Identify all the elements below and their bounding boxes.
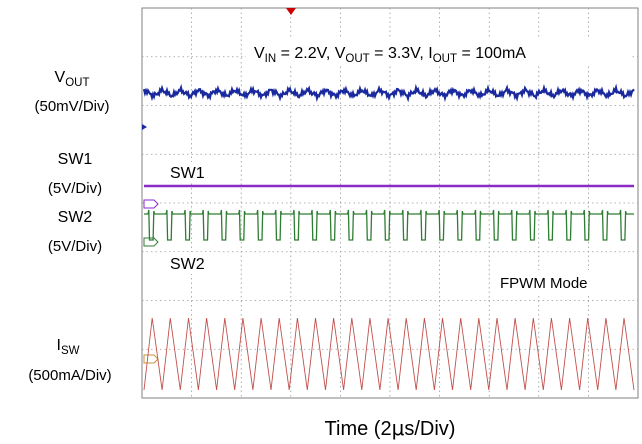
- sw1-channel-scale: (5V/Div): [48, 180, 102, 197]
- mode-label: FPWM Mode: [500, 275, 588, 292]
- vout-channel-scale: (50mV/Div): [34, 98, 109, 115]
- sw1-channel-name: SW1: [58, 151, 93, 168]
- isw-trace: [143, 317, 635, 391]
- vin-value: 2.2V: [294, 45, 327, 62]
- sw2-trace-label: SW2: [170, 256, 205, 273]
- sw1-ref-marker: [143, 199, 159, 209]
- isw-channel-name: ISW: [57, 337, 80, 357]
- sw2-ref-marker: [143, 237, 159, 247]
- vout-ref-marker: [142, 124, 147, 130]
- conditions-background: [246, 38, 632, 64]
- sw1-trace-label-bg: [166, 162, 220, 182]
- vin-symbol: V: [254, 45, 265, 62]
- sw2-trace-label-bg: [166, 252, 220, 274]
- x-axis-label: Time (2μs/Div): [325, 416, 456, 440]
- conditions-text: VIN = 2.2V, VOUT = 3.3V, IOUT = 100mA: [254, 45, 526, 65]
- sw2-trace: [144, 209, 634, 241]
- isw-ref-marker: [143, 354, 159, 364]
- sw1-trace-label: SW1: [170, 165, 205, 182]
- mode-background: [494, 270, 622, 294]
- isw-channel-scale: (500mA/Div): [28, 367, 111, 384]
- vout-value: 3.3V: [388, 45, 421, 62]
- vout-symbol: V: [335, 45, 346, 62]
- iout-sub: OUT: [433, 53, 457, 65]
- trigger-marker: [286, 8, 296, 15]
- iout-value: 100mA: [475, 45, 526, 62]
- vout-channel-name: VOUT: [55, 69, 90, 89]
- iout-symbol: I: [428, 45, 432, 62]
- vin-sub: IN: [265, 53, 277, 65]
- sw2-channel-scale: (5V/Div): [48, 238, 102, 255]
- sw2-channel-name: SW2: [58, 209, 93, 226]
- vout-sub: OUT: [345, 53, 369, 65]
- vout-trace: [142, 83, 635, 103]
